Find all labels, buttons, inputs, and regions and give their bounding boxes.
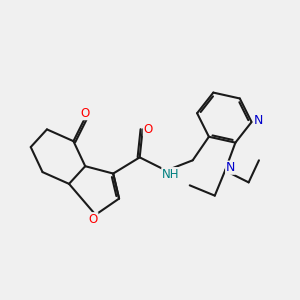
- Text: O: O: [143, 123, 153, 136]
- Text: O: O: [88, 213, 98, 226]
- Text: N: N: [226, 161, 235, 174]
- Text: NH: NH: [162, 168, 179, 181]
- Text: N: N: [254, 114, 263, 127]
- Text: O: O: [81, 107, 90, 120]
